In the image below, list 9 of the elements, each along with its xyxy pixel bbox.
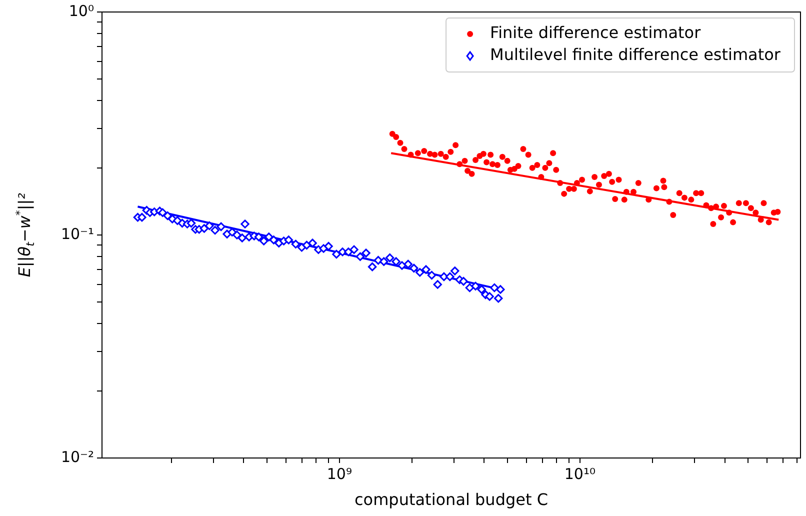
y-tick-label: 10⁰ [68, 2, 94, 20]
legend-label: Multilevel finite difference estimator [490, 45, 781, 64]
x-tick-label: 10⁹ [326, 464, 352, 483]
x-tick-label: 10¹⁰ [564, 464, 596, 483]
x-axis-title: computational budget C [354, 490, 548, 509]
y-tick-label: 10⁻¹ [60, 224, 94, 243]
legend-label: Finite difference estimator [490, 23, 702, 42]
y-axis-title: E||θt−w*||² [14, 192, 37, 278]
y-tick-label: 10⁻² [60, 448, 94, 466]
